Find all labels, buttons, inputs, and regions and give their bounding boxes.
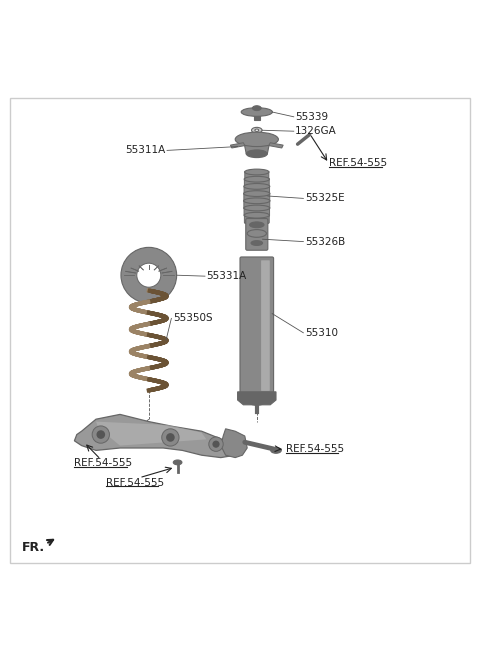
Polygon shape bbox=[269, 143, 283, 148]
Circle shape bbox=[137, 263, 161, 287]
Ellipse shape bbox=[244, 191, 270, 197]
FancyBboxPatch shape bbox=[244, 194, 270, 202]
Polygon shape bbox=[250, 234, 264, 243]
Polygon shape bbox=[238, 392, 276, 405]
Text: 1326GA: 1326GA bbox=[295, 126, 337, 136]
FancyBboxPatch shape bbox=[261, 260, 270, 391]
Polygon shape bbox=[243, 139, 270, 154]
Ellipse shape bbox=[252, 106, 261, 111]
Text: REF.54-555: REF.54-555 bbox=[286, 445, 344, 455]
Ellipse shape bbox=[235, 132, 278, 146]
Ellipse shape bbox=[252, 127, 262, 133]
FancyBboxPatch shape bbox=[245, 172, 269, 180]
Text: FR.: FR. bbox=[22, 541, 45, 554]
Ellipse shape bbox=[255, 129, 259, 131]
Circle shape bbox=[212, 441, 220, 448]
Ellipse shape bbox=[244, 198, 270, 203]
Circle shape bbox=[92, 426, 109, 443]
FancyBboxPatch shape bbox=[244, 179, 269, 188]
Text: REF.54-555: REF.54-555 bbox=[106, 478, 164, 487]
Text: 55311A: 55311A bbox=[125, 146, 166, 155]
Text: 55310: 55310 bbox=[305, 328, 338, 338]
Ellipse shape bbox=[244, 169, 269, 175]
Circle shape bbox=[166, 433, 175, 441]
Circle shape bbox=[209, 437, 223, 451]
Ellipse shape bbox=[250, 222, 264, 228]
Ellipse shape bbox=[247, 230, 266, 237]
Circle shape bbox=[96, 430, 105, 439]
Ellipse shape bbox=[244, 213, 269, 218]
Ellipse shape bbox=[250, 400, 264, 405]
Ellipse shape bbox=[251, 241, 263, 245]
FancyBboxPatch shape bbox=[244, 208, 270, 216]
Ellipse shape bbox=[244, 205, 270, 211]
Text: 55350S: 55350S bbox=[173, 314, 213, 323]
Ellipse shape bbox=[244, 184, 270, 190]
Ellipse shape bbox=[173, 460, 182, 465]
FancyBboxPatch shape bbox=[244, 215, 269, 223]
Text: 55326B: 55326B bbox=[305, 237, 345, 247]
Text: REF.54-555: REF.54-555 bbox=[74, 459, 132, 468]
Text: 55331A: 55331A bbox=[206, 271, 247, 281]
FancyBboxPatch shape bbox=[254, 114, 260, 119]
Polygon shape bbox=[96, 422, 206, 445]
Circle shape bbox=[121, 247, 177, 303]
Ellipse shape bbox=[241, 108, 273, 116]
FancyBboxPatch shape bbox=[244, 186, 270, 195]
Text: 55325E: 55325E bbox=[305, 194, 345, 203]
Ellipse shape bbox=[246, 150, 267, 157]
Polygon shape bbox=[230, 143, 245, 148]
Polygon shape bbox=[221, 429, 247, 458]
Text: 55339: 55339 bbox=[295, 112, 328, 122]
FancyBboxPatch shape bbox=[244, 201, 270, 209]
Ellipse shape bbox=[244, 176, 269, 182]
FancyBboxPatch shape bbox=[240, 257, 274, 394]
FancyBboxPatch shape bbox=[246, 218, 268, 250]
Circle shape bbox=[162, 429, 179, 446]
Polygon shape bbox=[74, 415, 235, 458]
Text: REF.54-555: REF.54-555 bbox=[329, 158, 387, 169]
Ellipse shape bbox=[271, 447, 281, 453]
